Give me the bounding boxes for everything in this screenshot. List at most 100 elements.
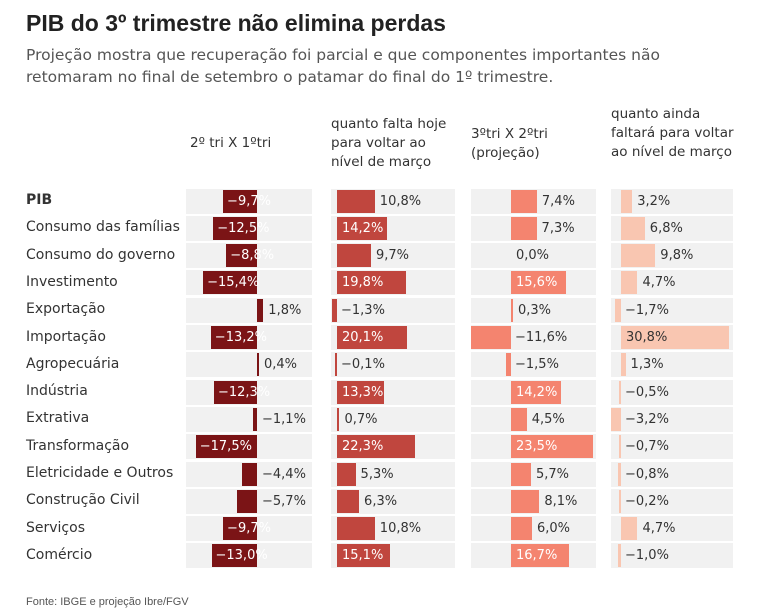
value-label: 13,3%	[342, 384, 384, 400]
bar	[337, 407, 340, 431]
column-header-2: quanto falta hoje para voltar ao nível d…	[331, 116, 447, 170]
bar	[618, 462, 621, 486]
value-label: −12,5%	[217, 220, 270, 236]
bar	[257, 298, 264, 322]
row-background	[611, 352, 733, 378]
bar	[253, 407, 257, 431]
bar	[505, 353, 511, 377]
row-label: Indústria	[26, 383, 88, 400]
bar	[213, 380, 257, 404]
value-label: 9,8%	[660, 248, 694, 264]
bar	[621, 353, 626, 377]
bar	[511, 517, 532, 541]
value-label: 15,6%	[516, 275, 558, 291]
value-label: 3,2%	[637, 193, 671, 209]
row-background	[331, 352, 455, 378]
value-label: 6,3%	[364, 493, 398, 509]
value-label: −9,7%	[227, 193, 271, 209]
row-background	[471, 243, 596, 269]
value-label: 23,5%	[516, 439, 558, 455]
bar	[621, 326, 729, 349]
bar	[618, 435, 621, 459]
row-background	[611, 379, 733, 405]
value-label: −0,1%	[341, 357, 385, 373]
bar	[337, 380, 384, 404]
row-label: Transformação	[26, 437, 130, 454]
value-label: 5,7%	[535, 466, 569, 482]
value-label: −9,7%	[227, 521, 271, 537]
bar	[511, 271, 566, 295]
value-label: 6,8%	[649, 220, 683, 236]
bar	[511, 489, 540, 513]
row-background	[611, 488, 733, 514]
bar	[337, 189, 375, 213]
row-label: Agropecuária	[26, 355, 120, 372]
row-label: Eletricidade e Outros	[26, 465, 174, 481]
row-background	[471, 516, 596, 542]
value-label: −1,1%	[262, 411, 306, 427]
row-label: Investimento	[26, 273, 118, 290]
row-background	[331, 297, 455, 323]
value-label: 8,1%	[544, 493, 578, 509]
value-label: 7,3%	[541, 220, 575, 236]
value-label: −13,2%	[214, 330, 267, 345]
value-label: −15,4%	[207, 275, 260, 291]
column-header-1: 2º tri X 1ºtri	[190, 135, 272, 151]
bar	[337, 544, 390, 568]
value-label: 0,0%	[516, 248, 550, 264]
row-background	[471, 461, 596, 487]
value-label: 0,4%	[264, 357, 298, 373]
row-label: Comércio	[26, 546, 93, 563]
bar	[195, 435, 257, 459]
bar	[621, 244, 656, 268]
bar	[511, 462, 531, 486]
value-label: 14,2%	[342, 220, 384, 236]
value-label: 4,7%	[642, 521, 676, 537]
bar	[241, 462, 257, 486]
row-label: Importação	[26, 328, 106, 345]
row-background	[471, 406, 596, 432]
value-label: −0,2%	[625, 493, 669, 509]
bar	[337, 462, 356, 486]
value-label: 6,0%	[537, 521, 571, 537]
value-label: −8,8%	[230, 248, 275, 264]
column-header-3: 3ºtri X 2ºtri (projeção)	[471, 126, 548, 161]
row-background	[611, 434, 733, 460]
value-label: −0,7%	[625, 439, 669, 455]
bar	[511, 189, 537, 213]
value-label: 20,1%	[342, 330, 384, 345]
bar	[223, 517, 257, 541]
source-note: Fonte: IBGE e projeção Ibre/FGV	[26, 596, 189, 608]
row-background	[611, 461, 733, 487]
value-label: −13,0%	[215, 548, 268, 564]
value-label: −12,3%	[217, 384, 271, 400]
value-label: 22,3%	[342, 439, 384, 455]
value-label: 0,7%	[344, 411, 378, 427]
value-label: 0,3%	[518, 302, 552, 318]
row-label: Serviços	[26, 519, 85, 536]
value-label: 15,1%	[342, 548, 384, 564]
bar	[471, 326, 511, 349]
value-label: 5,3%	[360, 466, 394, 482]
bar	[337, 244, 371, 268]
bar	[337, 489, 360, 513]
value-label: 4,5%	[531, 411, 565, 427]
value-label: −1,0%	[625, 548, 669, 564]
bar	[611, 407, 621, 431]
row-background	[471, 297, 596, 323]
bar	[337, 517, 375, 541]
bar	[619, 489, 621, 513]
value-label: 1,3%	[630, 357, 664, 373]
value-label: 10,8%	[379, 193, 422, 209]
value-label: −0,8%	[625, 466, 669, 482]
value-label: −5,7%	[262, 493, 306, 509]
value-label: 14,2%	[516, 384, 558, 400]
value-label: 4,7%	[642, 275, 676, 291]
bar	[337, 435, 416, 459]
bar	[226, 244, 257, 268]
row-background	[331, 406, 455, 432]
bar	[511, 380, 561, 404]
bar	[337, 216, 387, 240]
value-label: −4,4%	[262, 466, 306, 482]
value-label: −1,5%	[515, 357, 559, 373]
